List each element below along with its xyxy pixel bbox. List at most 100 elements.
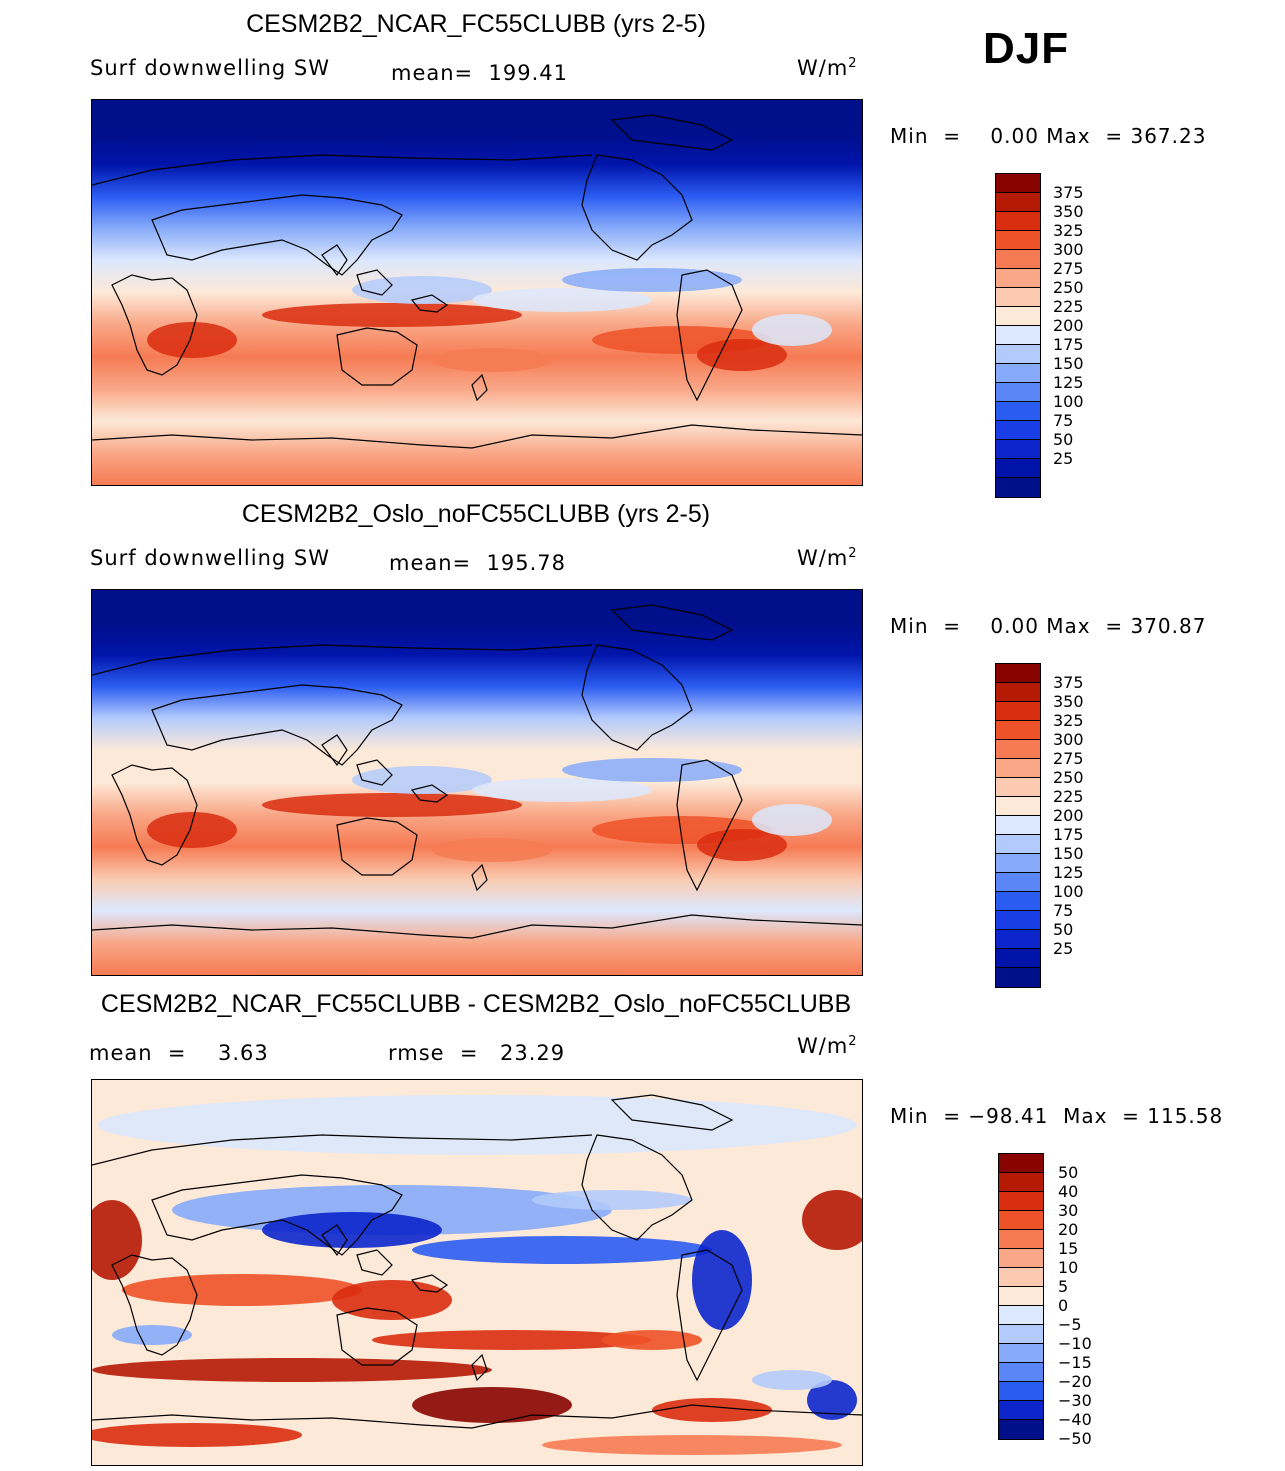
mean-label: mean= 195.78 xyxy=(389,551,566,575)
colorbar-tick-label: 175 xyxy=(1053,335,1084,354)
coastline xyxy=(336,327,418,386)
colorbar-swatch xyxy=(996,288,1040,307)
map-field xyxy=(92,1080,862,1465)
field-blob xyxy=(352,766,492,794)
min-max-readout: Min = 0.00 Max = 370.87 xyxy=(890,614,1206,638)
colorbar-swatch xyxy=(996,459,1040,478)
coastline xyxy=(92,1134,593,1166)
colorbar-swatch xyxy=(996,345,1040,364)
coastline xyxy=(321,1224,348,1257)
rmse-value: 23.29 xyxy=(500,1041,566,1065)
colorbar-tick-label: 325 xyxy=(1053,221,1084,240)
season-label: DJF xyxy=(983,24,1070,73)
map-field xyxy=(92,590,862,975)
colorbar-swatch xyxy=(996,478,1040,497)
colorbar-tick-label: 125 xyxy=(1053,863,1084,882)
map-plot xyxy=(91,589,863,976)
coastline xyxy=(336,1307,418,1366)
coastline xyxy=(321,734,348,767)
colorbar-swatch xyxy=(996,835,1040,854)
max-label: Max = xyxy=(1063,1104,1140,1128)
colorbar-swatch xyxy=(996,326,1040,345)
colorbar-tick-label: 150 xyxy=(1053,354,1084,373)
coastline xyxy=(471,1353,488,1382)
colorbar-tick-label: 300 xyxy=(1053,240,1084,259)
max-value: 115.58 xyxy=(1147,1104,1224,1128)
coastline xyxy=(111,274,198,376)
colorbar-swatch xyxy=(996,778,1040,797)
coastline xyxy=(111,1254,198,1356)
colorbar-tick-label: 100 xyxy=(1053,392,1084,411)
colorbar-tick-label: 30 xyxy=(1058,1201,1079,1220)
colorbar-swatch xyxy=(996,759,1040,778)
colorbar-tick-label: 300 xyxy=(1053,730,1084,749)
field-blob xyxy=(752,804,832,836)
min-max-readout: Min = 0.00 Max = 367.23 xyxy=(890,124,1206,148)
coastline xyxy=(356,269,393,296)
min-max-readout: Min = −98.41 Max = 115.58 xyxy=(890,1104,1223,1128)
coastline xyxy=(92,424,862,449)
colorbar-swatch xyxy=(999,1325,1043,1344)
mean-label: mean = xyxy=(89,1041,187,1065)
field-blob xyxy=(752,1370,832,1390)
units-label: W/m2 xyxy=(797,1034,858,1058)
colorbar-swatch xyxy=(996,702,1040,721)
colorbar-labels: 375 350 325 300 275 250 225 200 175 150 125 100 75 50… xyxy=(1053,183,1084,468)
field-blob xyxy=(697,339,787,371)
min-value: 0.00 xyxy=(990,614,1039,638)
min-label: Min = xyxy=(890,1104,961,1128)
rmse-label: rmse = xyxy=(388,1041,479,1065)
coastline xyxy=(111,764,198,866)
field-blob xyxy=(412,1387,572,1423)
colorbar-swatch xyxy=(996,721,1040,740)
field-blob xyxy=(262,1212,442,1248)
colorbar-swatch xyxy=(996,212,1040,231)
coastline xyxy=(581,154,693,261)
coastline xyxy=(92,914,862,939)
coastline xyxy=(321,244,348,277)
units-base: W/m xyxy=(797,546,849,570)
field-blob xyxy=(532,1190,692,1210)
coastline xyxy=(610,1094,734,1131)
field-blob xyxy=(692,1230,752,1330)
coastline xyxy=(151,194,403,276)
field-blob xyxy=(92,1358,492,1382)
coastline xyxy=(336,817,418,876)
max-label: Max = xyxy=(1046,124,1124,148)
colorbar-swatch xyxy=(996,930,1040,949)
field-blob xyxy=(92,1200,142,1280)
colorbar-swatch xyxy=(999,1382,1043,1401)
colorbar-tick-label: 275 xyxy=(1053,259,1084,278)
colorbar-tick-label: 350 xyxy=(1053,202,1084,221)
field-blob xyxy=(542,1435,842,1455)
min-label: Min = xyxy=(890,124,961,148)
coastline xyxy=(610,604,734,641)
units-label: W/m2 xyxy=(797,56,858,80)
field-blob xyxy=(602,1330,702,1350)
field-blob xyxy=(122,1274,362,1306)
colorbar-tick-label: 25 xyxy=(1053,449,1074,468)
colorbar-tick-label: −40 xyxy=(1058,1410,1092,1429)
colorbar xyxy=(995,173,1041,498)
coastline xyxy=(581,644,693,751)
colorbar-tick-label: 250 xyxy=(1053,278,1084,297)
colorbar-swatch xyxy=(996,440,1040,459)
field-blob xyxy=(262,793,522,817)
colorbar-swatch xyxy=(996,892,1040,911)
colorbar-tick-label: 5 xyxy=(1058,1277,1069,1296)
panel-title: CESM2B2_Oslo_noFC55CLUBB (yrs 2-5) xyxy=(241,500,711,528)
coastline xyxy=(356,1249,393,1276)
colorbar-tick-label: 375 xyxy=(1053,673,1084,692)
coastline xyxy=(410,1274,449,1293)
colorbar-tick-label: 175 xyxy=(1053,825,1084,844)
colorbar-swatch xyxy=(996,231,1040,250)
max-value: 370.87 xyxy=(1130,614,1207,638)
field-blob xyxy=(807,1380,857,1420)
colorbar-swatch xyxy=(999,1249,1043,1268)
mean-label: mean= 199.41 xyxy=(391,61,568,85)
colorbar-labels: 375 350 325 300 275 250 225 200 175 150 125 100 75 50… xyxy=(1053,673,1084,958)
colorbar-tick-label: 75 xyxy=(1053,901,1074,920)
coastline xyxy=(92,154,593,186)
colorbar-tick-label: 125 xyxy=(1053,373,1084,392)
units-exponent: 2 xyxy=(848,1034,858,1049)
